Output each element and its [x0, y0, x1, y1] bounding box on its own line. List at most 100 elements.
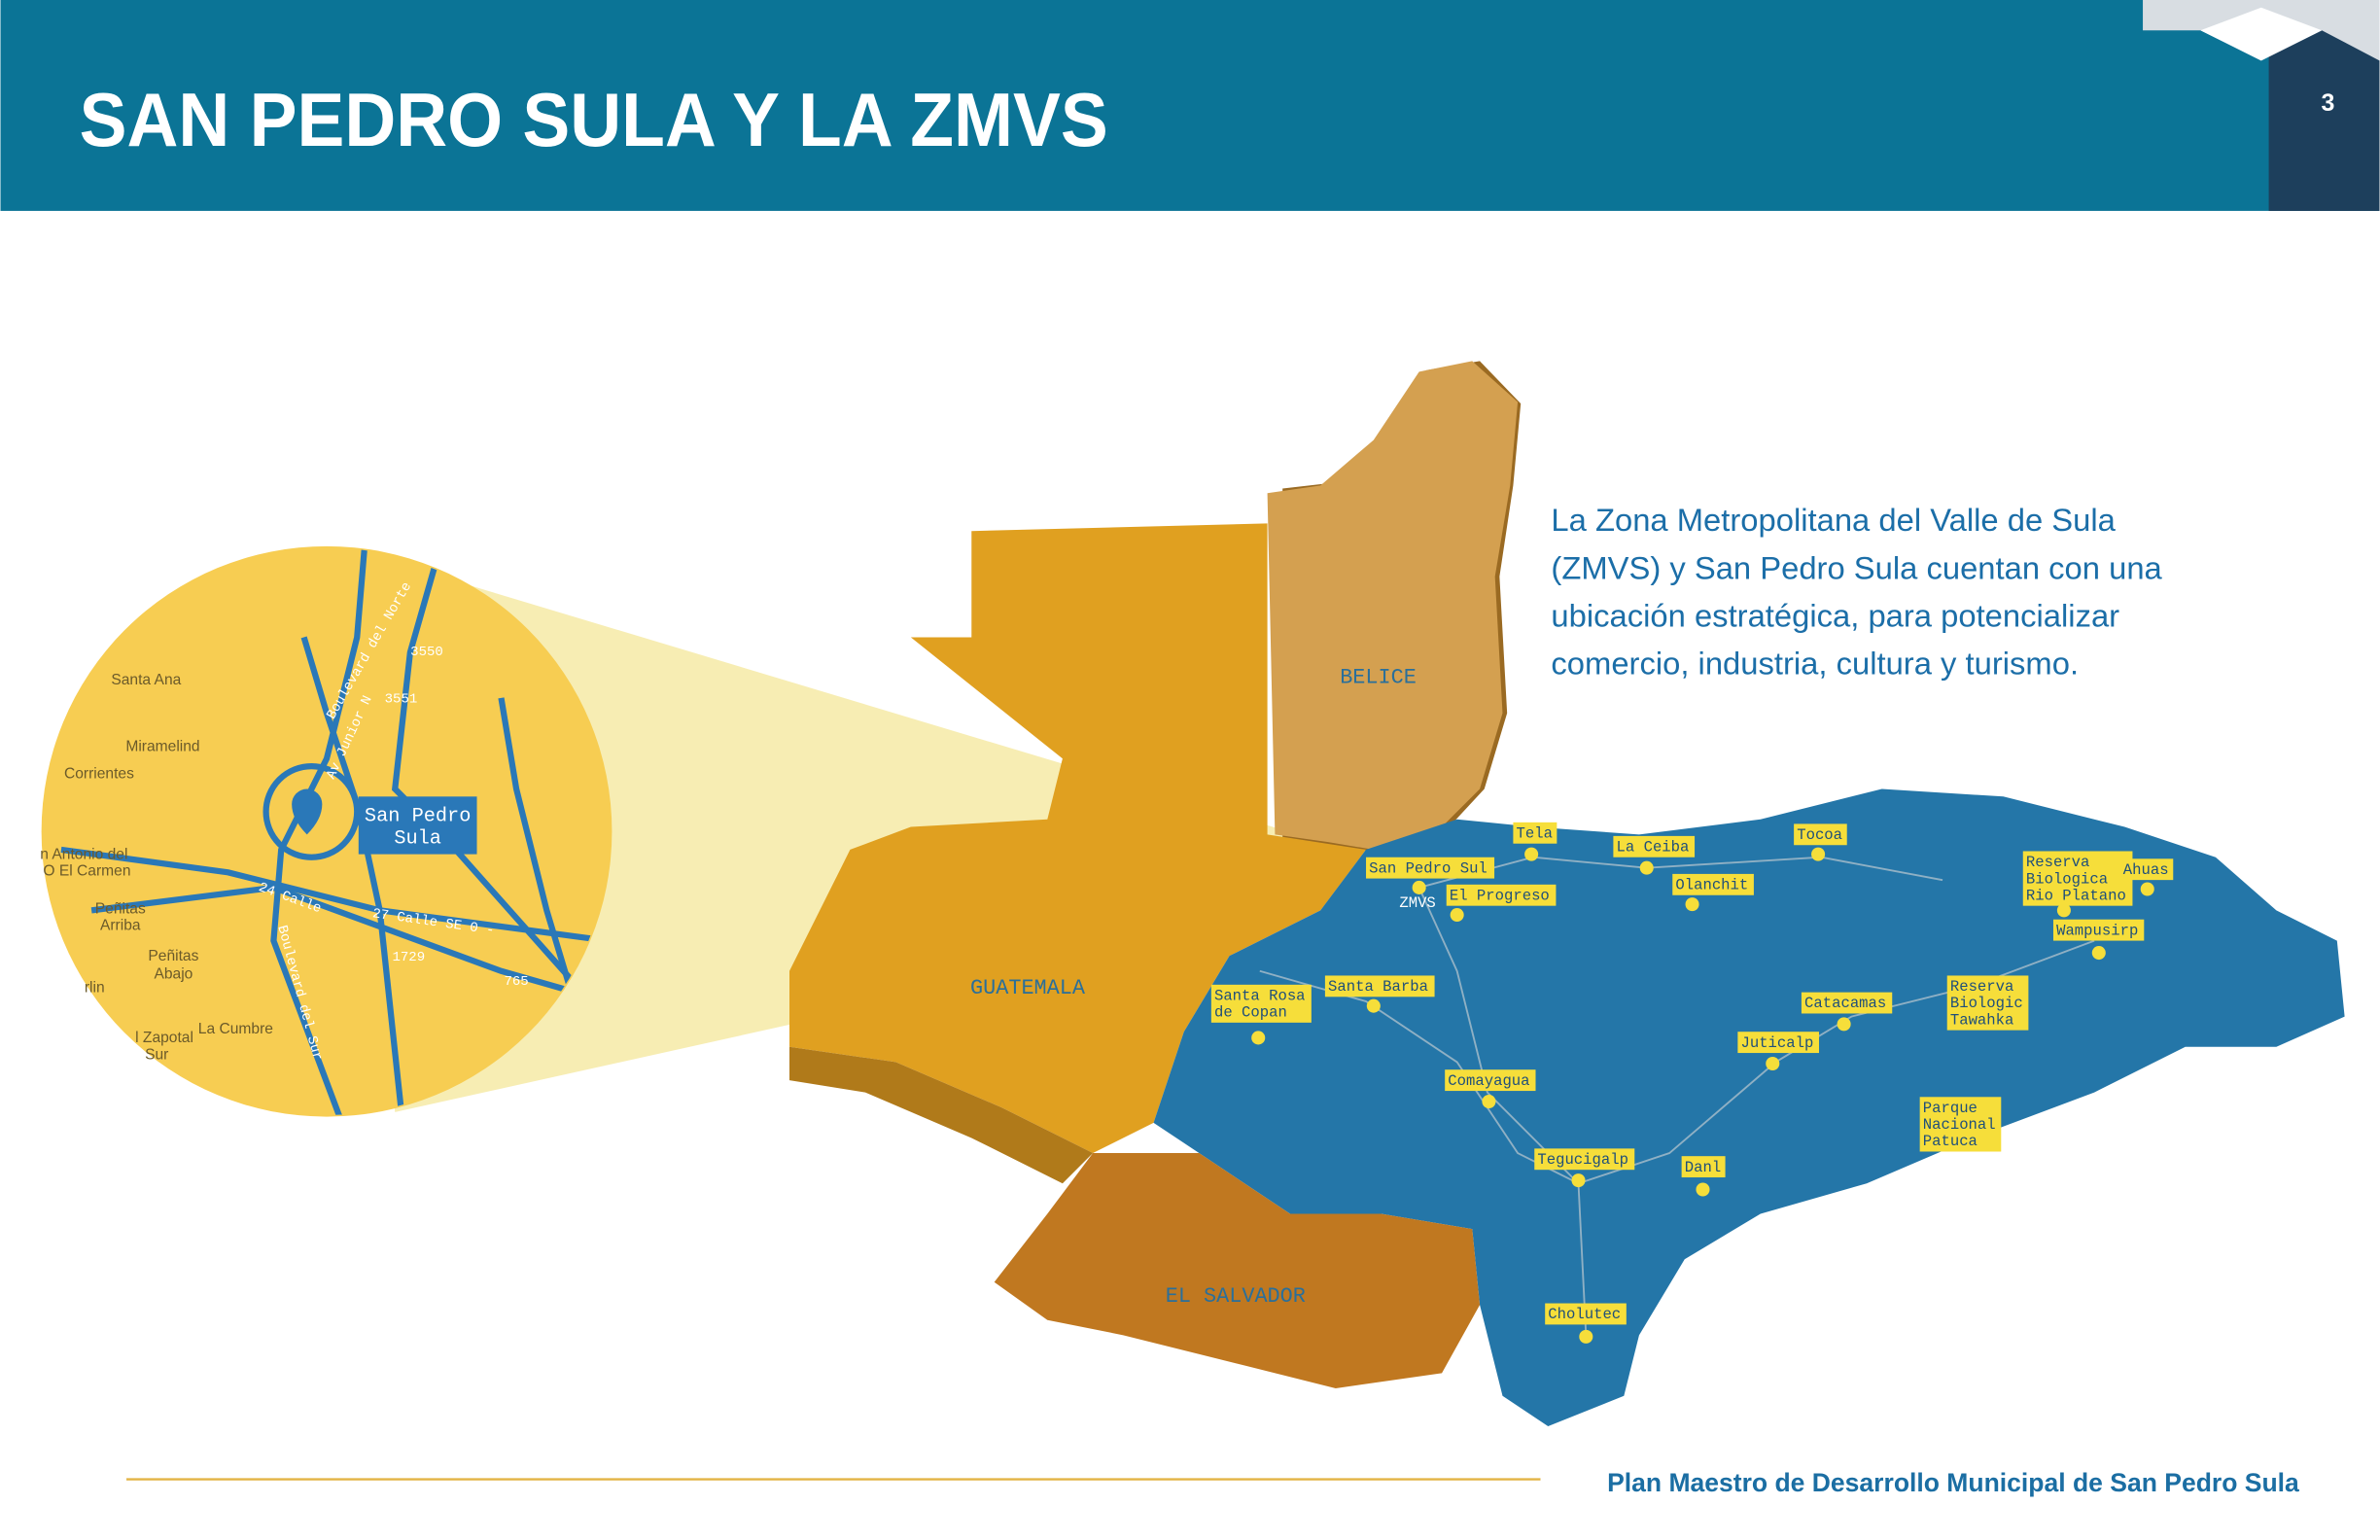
city-label: Danl: [1685, 1159, 1721, 1176]
city-label: Catacamas: [1804, 995, 1886, 1012]
city-label: Nacional: [1923, 1116, 1996, 1134]
road-label: 765: [504, 974, 528, 990]
country-label: EL SALVADOR: [1166, 1284, 1306, 1309]
city-label: Juticalp: [1740, 1034, 1813, 1052]
city-dot: [2140, 882, 2154, 896]
city-label: Biologica: [2026, 870, 2108, 888]
inset-city-label: Sula: [394, 828, 441, 851]
city-label-box: [1946, 975, 2029, 1031]
city-label-box: [1737, 1032, 1820, 1054]
zoom-cone: [349, 548, 1374, 1112]
city-label-box: [1324, 975, 1435, 998]
city-label: Santa Rosa: [1214, 987, 1306, 1004]
title: SAN PEDRO SULA Y LA ZMVS: [80, 77, 1108, 162]
city-label: Patuca: [1923, 1133, 1978, 1150]
body-text: comercio, industria, cultura y turismo.: [1551, 646, 2079, 682]
inset-label: Sur: [145, 1046, 168, 1063]
inset-label: Corrientes: [64, 766, 134, 783]
city-label-box: [1446, 884, 1557, 906]
country-label: GUATEMALA: [970, 976, 1086, 1000]
city-label: Wampusirp: [2056, 922, 2138, 939]
inset-label: Arriba: [100, 918, 141, 934]
city-label-box: [1681, 1156, 1726, 1178]
body-text: La Zona Metropolitana del Valle de Sula: [1551, 502, 2116, 538]
city-dot: [1766, 1056, 1780, 1070]
el-salvador: [994, 1153, 1481, 1388]
city-label-box: [2022, 851, 2133, 906]
inset-label: La Cumbre: [198, 1021, 273, 1037]
city-label-box: [1672, 873, 1754, 895]
city-dot: [1251, 1031, 1266, 1045]
inset-map: [41, 545, 612, 1117]
city-label-box: [1445, 1069, 1536, 1092]
page-number: 3: [2321, 89, 2334, 117]
city-label: Olanchit: [1675, 877, 1748, 894]
city-dot: [1639, 860, 1654, 875]
footer-text: Plan Maestro de Desarrollo Municipal de …: [1607, 1468, 2299, 1497]
city-label: Tawahka: [1950, 1011, 2014, 1029]
city-label-box: [2052, 919, 2145, 941]
belize: [1267, 361, 1519, 850]
city-label: Santa Barba: [1328, 978, 1428, 996]
inset-label: Miramelind: [125, 738, 199, 754]
body-text: ubicación estratégica, para potencializa…: [1551, 598, 2119, 634]
city-dot: [2091, 946, 2106, 961]
city-label-box: [1534, 1148, 1635, 1171]
road-label: 1729: [392, 950, 425, 965]
city-label: Parque: [1923, 1100, 1978, 1117]
city-label: Rio Platano: [2026, 887, 2126, 904]
city-label-box: [2119, 858, 2174, 881]
city-label: Cholutec: [1548, 1306, 1621, 1323]
labels: La Zona Metropolitana del Valle de Sula (…: [40, 502, 2174, 1344]
inset-pin: [292, 788, 323, 835]
header-bar: [0, 0, 2380, 211]
city-dot: [1696, 1182, 1710, 1197]
city-label: San Pedro Sul: [1369, 859, 1488, 877]
honduras: [1153, 788, 2345, 1426]
city-label: Biologic: [1950, 995, 2023, 1012]
city-dot: [1450, 908, 1464, 923]
city-dot: [1412, 880, 1426, 894]
city-dot: [1811, 847, 1826, 861]
inset-label: n Antonio del: [40, 846, 127, 862]
road-label: 3550: [410, 645, 443, 660]
city-label: Tocoa: [1797, 826, 1842, 844]
inset-city-label: San Pedro: [365, 805, 471, 827]
inset-label: Peñitas: [95, 900, 146, 917]
city-dot: [1837, 1017, 1851, 1032]
city-dot: [1579, 1329, 1593, 1344]
inset-circle: [41, 545, 612, 1117]
city-label-box: [1919, 1097, 2002, 1152]
city-label: Reserva: [1950, 978, 2014, 996]
country-shapes: [789, 361, 2345, 1426]
guatemala: [789, 523, 1367, 1154]
city-label-box: [1794, 823, 1847, 846]
body-text: (ZMVS) y San Pedro Sula cuentan con una: [1551, 549, 2162, 585]
city-label: Tela: [1517, 824, 1553, 842]
city-label: de Copan: [1214, 1004, 1287, 1022]
inset-label: Peñitas: [148, 948, 198, 964]
city-dot: [1366, 998, 1381, 1013]
city-label-box: [1613, 835, 1696, 858]
header-decoration: [2143, 0, 2380, 211]
inset-label: Abajo: [154, 966, 192, 983]
city-dot: [1571, 1173, 1586, 1188]
city-label: Tegucigalp: [1537, 1151, 1628, 1169]
city-label-box: [1513, 822, 1558, 844]
city-dot: [2056, 903, 2071, 918]
city-label-box: [1545, 1303, 1627, 1325]
city-label: Comayagua: [1448, 1072, 1529, 1090]
city-label-box: [1210, 984, 1312, 1023]
city-dot: [1524, 847, 1539, 861]
city-dot: [1482, 1094, 1496, 1109]
country-label: BELICE: [1340, 665, 1417, 689]
inset-label: O El Carmen: [43, 862, 130, 879]
inset-label: Santa Ana: [111, 672, 181, 688]
city-label: La Ceiba: [1617, 838, 1690, 856]
city-label: El Progreso: [1450, 887, 1550, 904]
road: [1418, 887, 1588, 1336]
city-label-box: [1366, 857, 1495, 879]
inset-city-box: [358, 796, 477, 855]
road-label: 3551: [385, 692, 418, 708]
